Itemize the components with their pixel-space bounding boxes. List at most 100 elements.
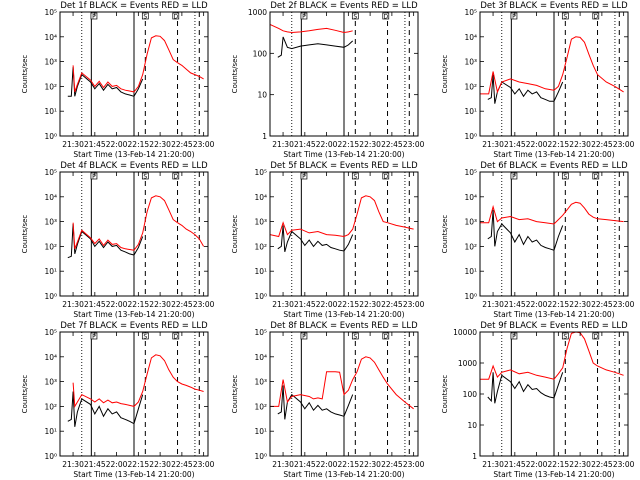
- event-marker-box: [510, 12, 518, 20]
- y-tick-label: 10⁵: [44, 168, 57, 177]
- x-tick-label: 21:30: [62, 140, 84, 149]
- plot-frame: [59, 331, 209, 457]
- event-marker-label: P: [302, 334, 306, 341]
- y-tick-label: 100: [463, 390, 478, 399]
- x-tick-label: 22:00: [106, 460, 128, 469]
- event-marker-label: P: [302, 14, 306, 21]
- chart-panel-6: Det 6f BLACK = Events RED = LLD P S D 10⁰ 10¹…: [441, 161, 635, 319]
- y-tick-label: 10²: [44, 402, 57, 411]
- chart-panel-2: Det 2f BLACK = Events RED = LLD P S D 1 10 100…: [231, 1, 425, 159]
- series-lld-line: [270, 195, 414, 238]
- x-tick-label: 22:00: [316, 460, 338, 469]
- x-tick-label: 22:30: [569, 460, 591, 469]
- x-tick-label: 21:30: [272, 140, 294, 149]
- event-marker-box: [382, 172, 390, 180]
- y-tick-label: 10⁴: [464, 193, 477, 202]
- event-marker-label: D: [593, 174, 598, 181]
- x-tick-label: 23:00: [403, 460, 425, 469]
- event-marker-box: [561, 332, 569, 340]
- y-tick-label: 10⁰: [44, 132, 57, 141]
- x-tick-label: 21:30: [482, 140, 504, 149]
- y-axis-label: Counts/sec: [231, 55, 239, 94]
- event-marker-box: [141, 332, 149, 340]
- event-marker-label: D: [383, 174, 388, 181]
- event-marker-label: D: [173, 334, 178, 341]
- event-marker-label: D: [383, 14, 388, 21]
- y-tick-label: 10000: [453, 328, 477, 337]
- x-tick-label: 22:00: [526, 300, 548, 309]
- y-axis-label: Counts/sec: [21, 55, 29, 94]
- x-tick-label: 23:00: [193, 300, 215, 309]
- x-axis-label: Start Time (13-Feb-14 21:20:00): [73, 470, 194, 479]
- chart-title: Det 5f BLACK = Events RED = LLD: [270, 161, 418, 171]
- x-axis-label: Start Time (13-Feb-14 21:20:00): [283, 150, 404, 159]
- plot-frame: [59, 11, 209, 137]
- y-tick-label: 1: [262, 132, 267, 141]
- chart-title: Det 7f BLACK = Events RED = LLD: [60, 321, 208, 331]
- x-tick-label: 22:30: [359, 140, 381, 149]
- x-tick-label: 22:00: [526, 140, 548, 149]
- event-marker-box: [141, 12, 149, 20]
- event-marker-box: [351, 12, 359, 20]
- chart-panel-4: Det 4f BLACK = Events RED = LLD P S D 10⁰ 10¹…: [21, 161, 215, 319]
- x-tick-label: 22:45: [381, 300, 403, 309]
- x-tick-label: 22:45: [591, 300, 613, 309]
- x-tick-label: 22:45: [381, 460, 403, 469]
- plot-frame: [479, 171, 629, 297]
- event-marker-box: [592, 172, 600, 180]
- event-marker-box: [90, 332, 98, 340]
- x-tick-label: 23:00: [613, 300, 635, 309]
- y-tick-label: 10¹: [254, 427, 267, 436]
- x-tick-label: 21:45: [84, 140, 106, 149]
- event-marker-label: D: [173, 14, 178, 21]
- x-axis-label: Start Time (13-Feb-14 21:20:00): [73, 150, 194, 159]
- event-marker-box: [510, 172, 518, 180]
- y-tick-label: 10: [467, 421, 477, 430]
- x-tick-label: 21:30: [62, 300, 84, 309]
- y-tick-label: 10¹: [254, 267, 267, 276]
- y-tick-label: 10²: [254, 242, 267, 251]
- y-tick-label: 10⁰: [44, 292, 57, 301]
- series-lld-line: [480, 201, 624, 225]
- chart-panel-1: Det 1f BLACK = Events RED = LLD P S D 10⁰ 10¹…: [21, 1, 215, 159]
- event-marker-box: [382, 12, 390, 20]
- event-marker-box: [510, 332, 518, 340]
- event-marker-label: S: [353, 334, 357, 341]
- x-tick-label: 22:45: [171, 460, 193, 469]
- x-tick-label: 21:30: [272, 300, 294, 309]
- x-tick-label: 22:00: [526, 460, 548, 469]
- x-tick-label: 22:45: [171, 140, 193, 149]
- event-marker-label: P: [92, 174, 96, 181]
- x-tick-label: 22:15: [548, 300, 570, 309]
- x-tick-label: 23:00: [193, 140, 215, 149]
- x-tick-label: 21:45: [504, 300, 526, 309]
- y-tick-label: 10⁵: [464, 168, 477, 177]
- y-tick-label: 10⁴: [44, 193, 57, 202]
- event-marker-label: P: [512, 174, 516, 181]
- x-axis-label: Start Time (13-Feb-14 21:20:00): [493, 310, 614, 319]
- chart-panel-9: Det 9f BLACK = Events RED = LLD P S D 1 10 100…: [441, 321, 635, 479]
- x-tick-label: 22:15: [128, 460, 150, 469]
- series-events-line: [487, 74, 564, 104]
- x-axis-label: Start Time (13-Feb-14 21:20:00): [283, 470, 404, 479]
- y-axis-label: Counts/sec: [441, 375, 449, 414]
- y-tick-label: 10³: [464, 58, 477, 67]
- x-tick-label: 22:30: [359, 460, 381, 469]
- series-lld-line: [480, 332, 624, 380]
- series-lld-line: [270, 356, 414, 410]
- series-events-line: [487, 372, 564, 404]
- chart-title: Det 1f BLACK = Events RED = LLD: [60, 1, 208, 11]
- y-tick-label: 10⁴: [464, 33, 477, 42]
- x-tick-label: 21:45: [294, 140, 316, 149]
- series-lld-line: [72, 35, 204, 93]
- y-tick-label: 10¹: [464, 267, 477, 276]
- y-tick-label: 10¹: [44, 427, 57, 436]
- x-tick-label: 23:00: [193, 460, 215, 469]
- event-marker-box: [90, 172, 98, 180]
- event-marker-box: [351, 332, 359, 340]
- event-marker-label: S: [563, 334, 567, 341]
- y-tick-label: 10: [257, 91, 267, 100]
- y-tick-label: 10⁰: [254, 452, 267, 461]
- x-tick-label: 23:00: [403, 300, 425, 309]
